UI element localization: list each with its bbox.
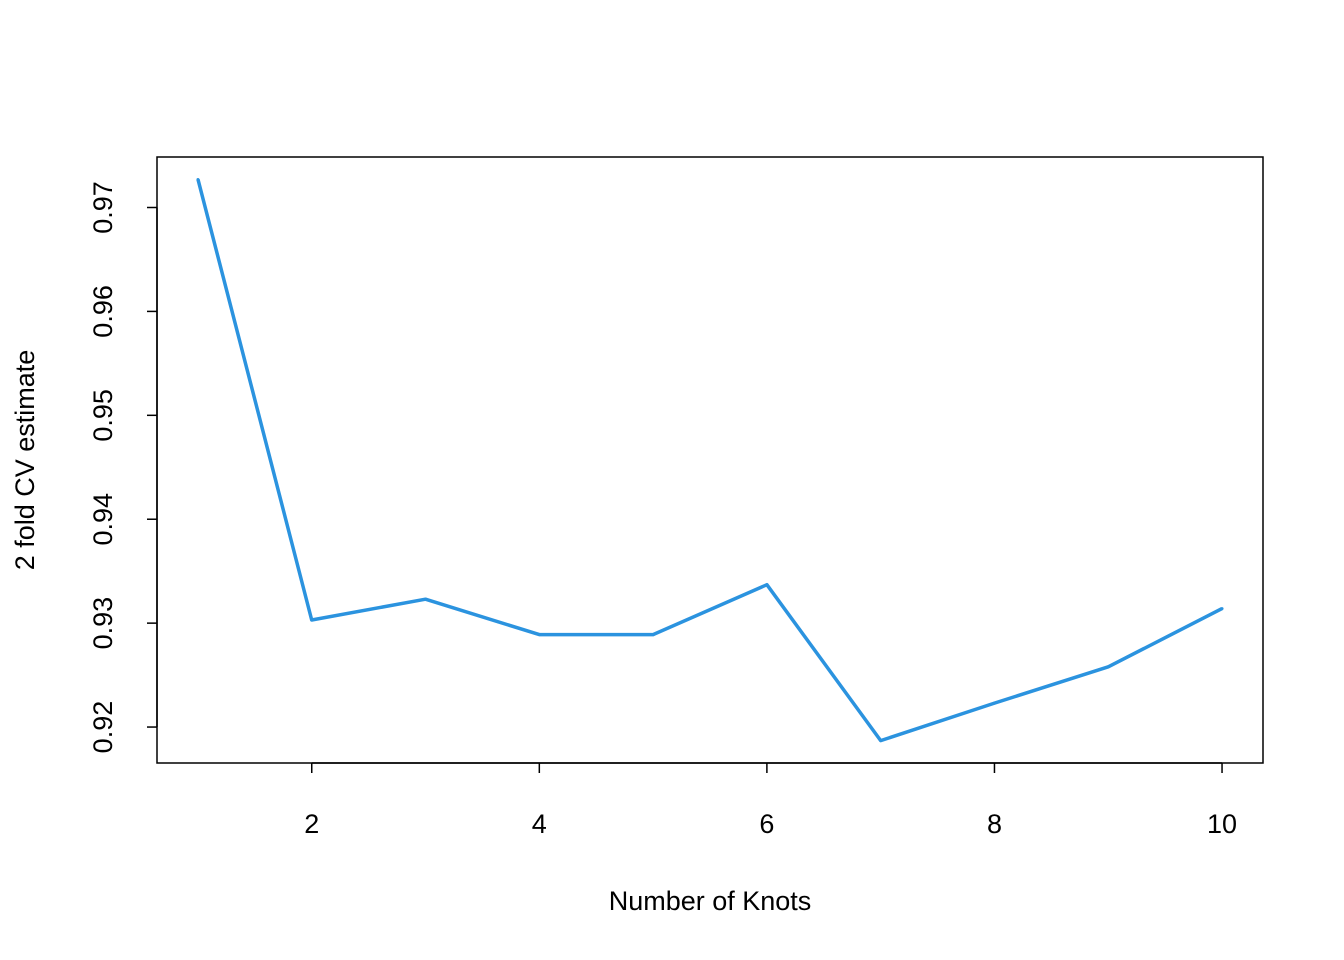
data-point [424, 597, 428, 601]
y-tick-label: 0.92 [88, 701, 118, 754]
data-point [765, 583, 769, 587]
series-layer [196, 177, 1224, 743]
series-line [196, 178, 1223, 743]
y-axis: 0.92 0.93 0.94 0.95 0.96 0.97 [88, 181, 158, 754]
x-tick-label: 2 [304, 809, 319, 839]
data-point [196, 177, 200, 181]
x-axis-title: Number of Knots [609, 886, 812, 916]
data-point [879, 739, 883, 743]
data-point [310, 618, 314, 622]
x-tick-label: 8 [987, 809, 1002, 839]
data-point [651, 633, 655, 637]
x-tick-label: 10 [1207, 809, 1237, 839]
data-point [1106, 665, 1110, 669]
data-point [537, 633, 541, 637]
y-tick-label: 0.93 [88, 597, 118, 650]
y-tick-label: 0.95 [88, 389, 118, 442]
y-tick-label: 0.96 [88, 285, 118, 338]
x-axis: 2 4 6 8 10 [304, 762, 1237, 839]
data-point [1220, 607, 1224, 611]
y-tick-label: 0.97 [88, 181, 118, 234]
y-tick-label: 0.94 [88, 493, 118, 546]
data-point [992, 701, 996, 705]
x-tick-label: 4 [532, 809, 547, 839]
y-axis-title: 2 fold CV estimate [10, 350, 40, 571]
x-tick-label: 6 [759, 809, 774, 839]
